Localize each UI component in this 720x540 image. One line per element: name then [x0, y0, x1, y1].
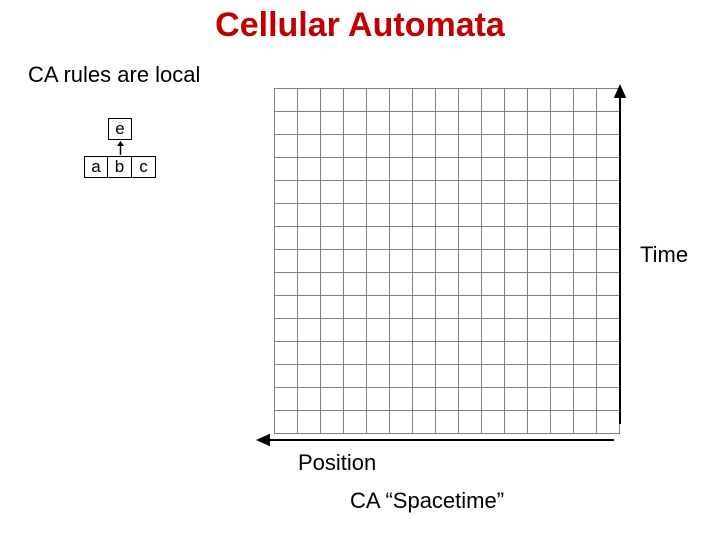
y-axis-label: Time [640, 242, 688, 268]
x-axis-label: Position [298, 450, 376, 476]
caption-text: CA “Spacetime” [350, 488, 504, 514]
